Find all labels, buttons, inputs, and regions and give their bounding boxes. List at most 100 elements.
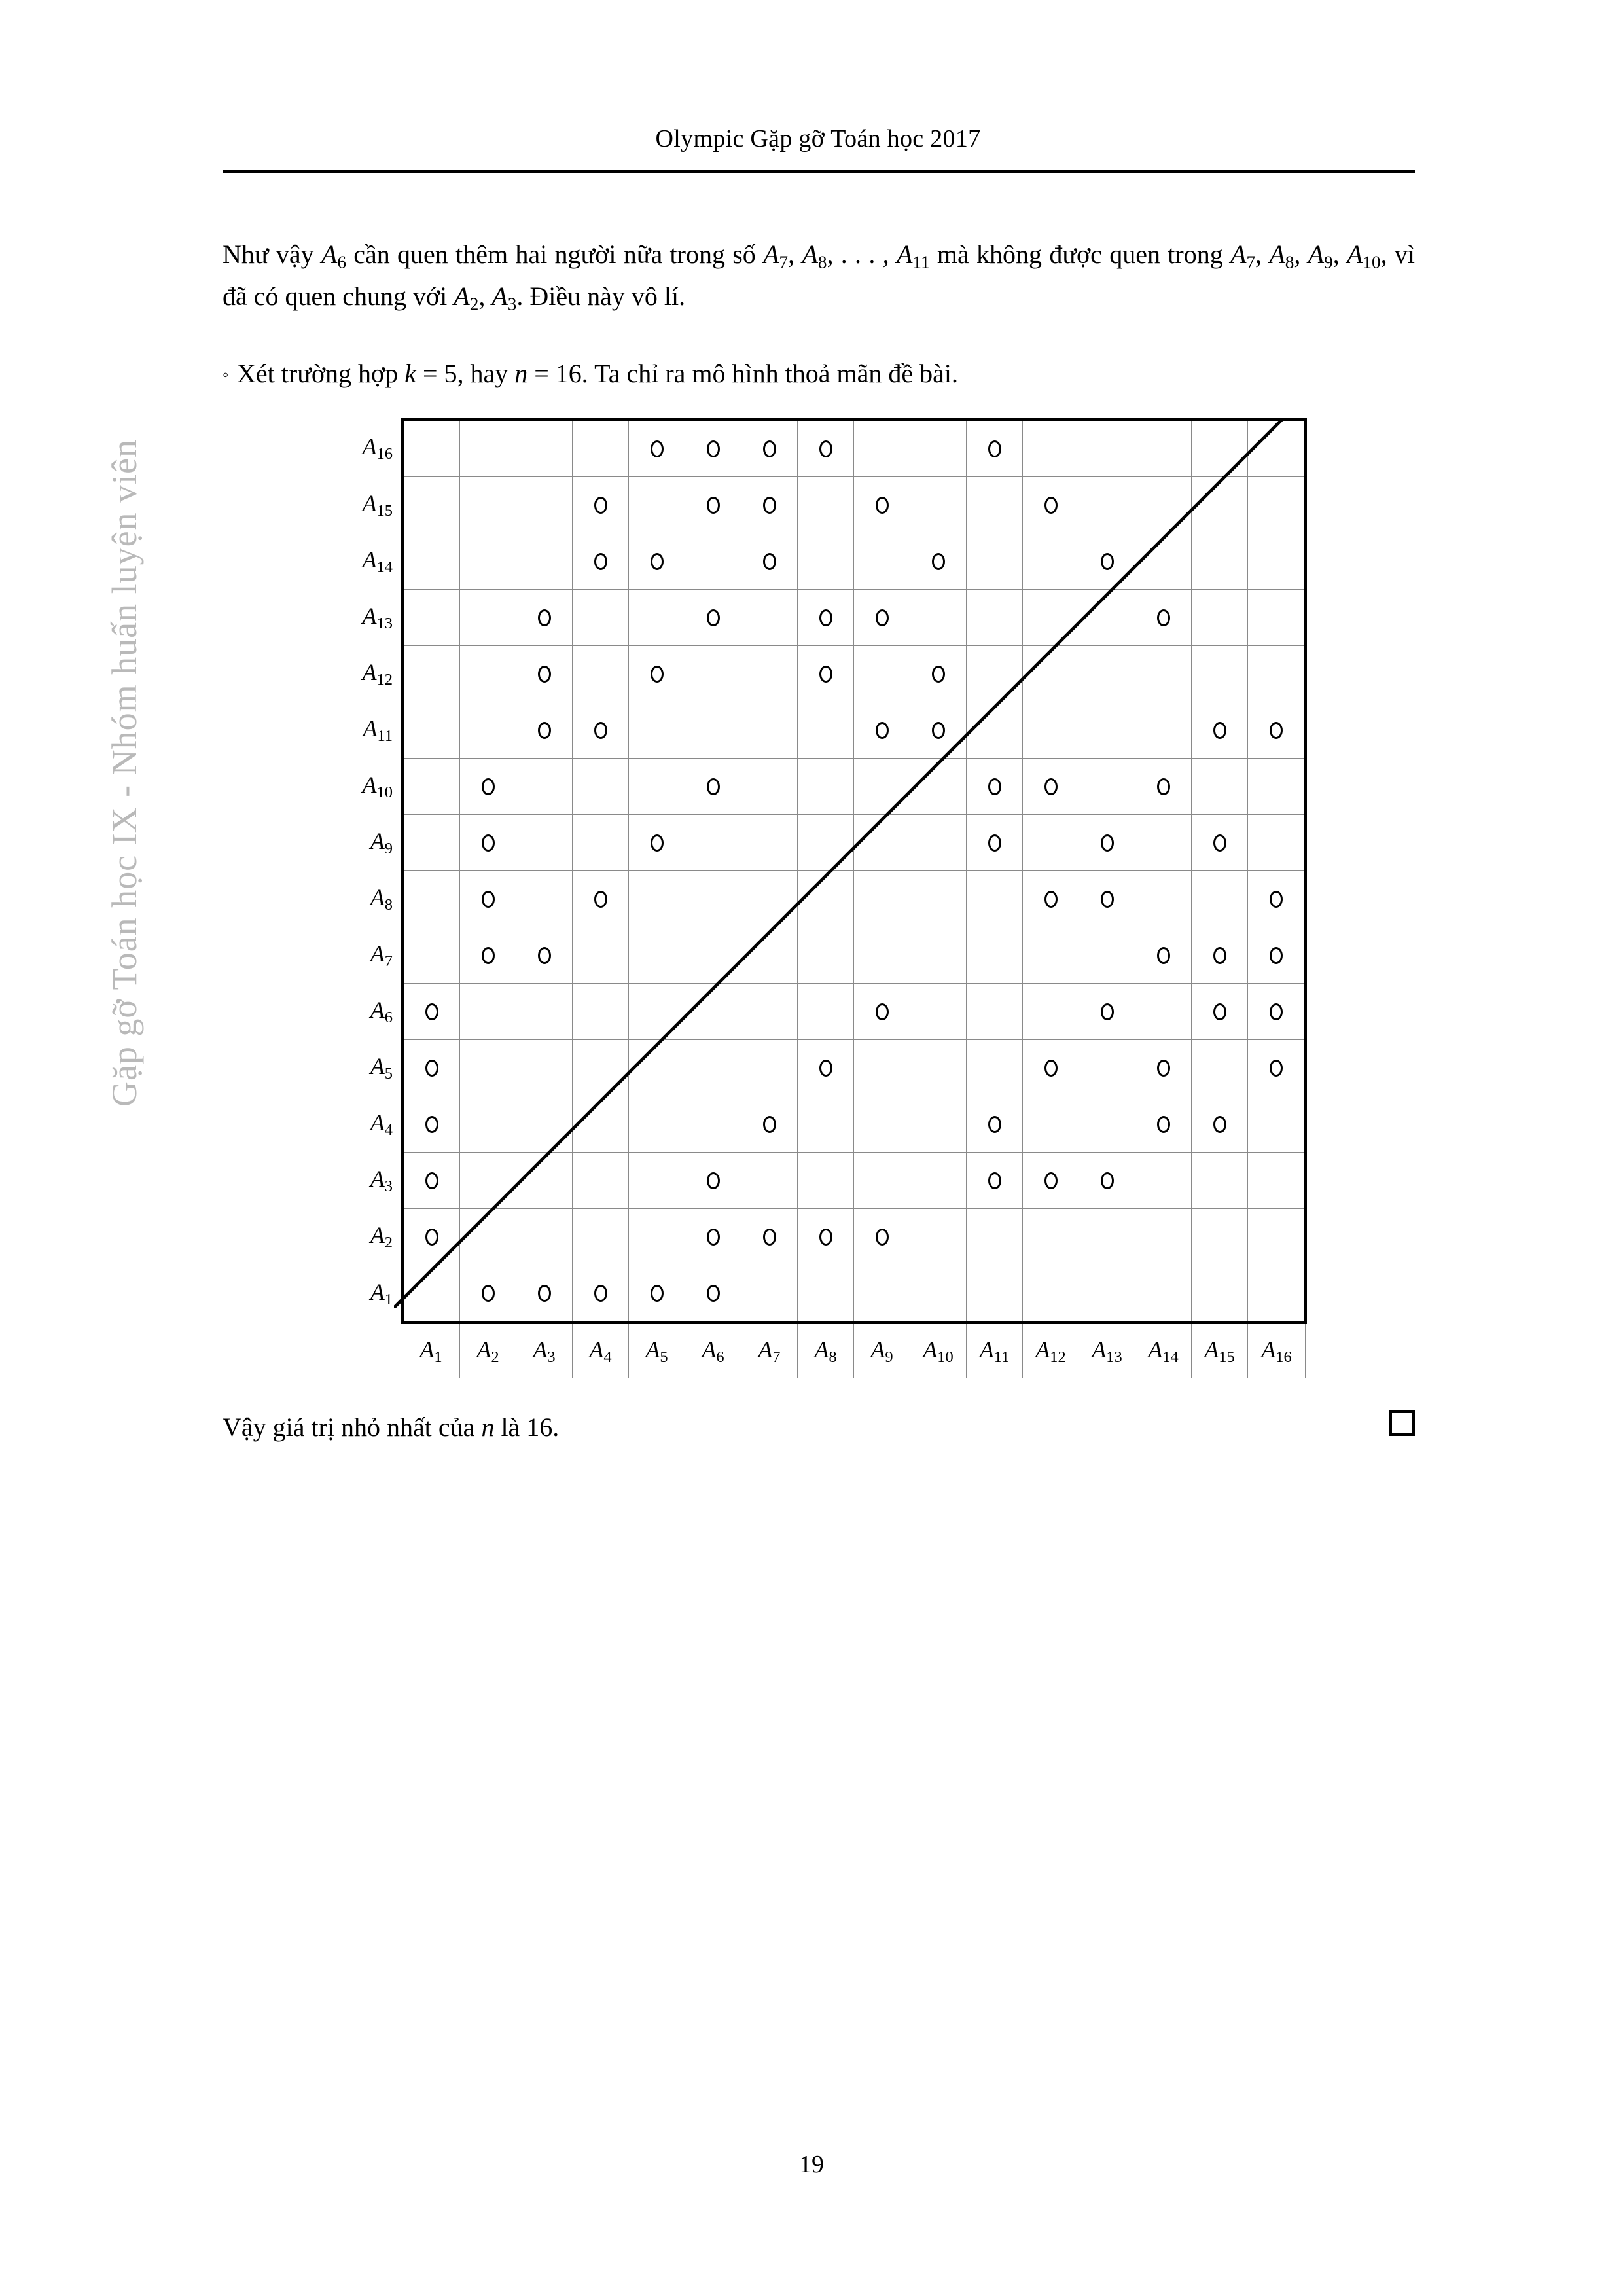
matrix-cell-marked[interactable]	[741, 476, 798, 533]
matrix-cell-empty[interactable]	[401, 927, 460, 984]
matrix-cell-empty[interactable]	[459, 1096, 516, 1153]
matrix-cell-empty[interactable]	[572, 1152, 629, 1209]
matrix-cell-empty[interactable]	[516, 1096, 573, 1153]
matrix-cell-empty[interactable]	[1022, 983, 1079, 1040]
matrix-cell-empty[interactable]	[1022, 418, 1079, 477]
matrix-cell-empty[interactable]	[1079, 476, 1135, 533]
matrix-cell-empty[interactable]	[797, 927, 854, 984]
matrix-cell-empty[interactable]	[853, 1096, 910, 1153]
matrix-cell-empty[interactable]	[797, 1265, 854, 1324]
matrix-cell-marked[interactable]	[1022, 758, 1079, 815]
matrix-cell-empty[interactable]	[1191, 476, 1248, 533]
matrix-cell-empty[interactable]	[1079, 1096, 1135, 1153]
matrix-cell-empty[interactable]	[797, 476, 854, 533]
matrix-cell-marked[interactable]	[628, 533, 685, 590]
matrix-cell-empty[interactable]	[741, 870, 798, 927]
matrix-cell-empty[interactable]	[401, 1265, 460, 1324]
matrix-cell-empty[interactable]	[741, 702, 798, 759]
matrix-cell-empty[interactable]	[685, 927, 741, 984]
matrix-cell-empty[interactable]	[910, 870, 967, 927]
matrix-cell-empty[interactable]	[853, 418, 910, 477]
matrix-cell-marked[interactable]	[853, 476, 910, 533]
matrix-cell-empty[interactable]	[741, 1039, 798, 1096]
matrix-cell-empty[interactable]	[516, 476, 573, 533]
matrix-cell-empty[interactable]	[966, 870, 1023, 927]
matrix-cell-empty[interactable]	[966, 927, 1023, 984]
matrix-cell-empty[interactable]	[628, 1208, 685, 1265]
matrix-cell-empty[interactable]	[401, 758, 460, 815]
matrix-cell-marked[interactable]	[853, 1208, 910, 1265]
matrix-cell-empty[interactable]	[401, 870, 460, 927]
matrix-cell-empty[interactable]	[797, 1096, 854, 1153]
matrix-cell-marked[interactable]	[628, 418, 685, 477]
matrix-cell-empty[interactable]	[1079, 1265, 1135, 1324]
matrix-cell-empty[interactable]	[1191, 645, 1248, 702]
matrix-cell-marked[interactable]	[1191, 1096, 1248, 1153]
matrix-cell-empty[interactable]	[1247, 476, 1307, 533]
matrix-cell-empty[interactable]	[459, 645, 516, 702]
matrix-cell-empty[interactable]	[797, 1152, 854, 1209]
matrix-cell-empty[interactable]	[741, 589, 798, 646]
matrix-cell-empty[interactable]	[1247, 1152, 1307, 1209]
matrix-cell-marked[interactable]	[966, 418, 1023, 477]
matrix-cell-marked[interactable]	[741, 1096, 798, 1153]
matrix-cell-empty[interactable]	[1135, 1265, 1192, 1324]
matrix-cell-empty[interactable]	[853, 758, 910, 815]
matrix-cell-marked[interactable]	[685, 1208, 741, 1265]
matrix-cell-marked[interactable]	[628, 814, 685, 871]
matrix-cell-empty[interactable]	[628, 927, 685, 984]
matrix-cell-empty[interactable]	[459, 1152, 516, 1209]
matrix-cell-empty[interactable]	[853, 870, 910, 927]
matrix-cell-marked[interactable]	[516, 1265, 573, 1324]
matrix-cell-empty[interactable]	[910, 1096, 967, 1153]
matrix-cell-marked[interactable]	[966, 1096, 1023, 1153]
matrix-cell-empty[interactable]	[401, 418, 460, 477]
matrix-cell-empty[interactable]	[1191, 418, 1248, 477]
matrix-cell-marked[interactable]	[572, 476, 629, 533]
matrix-cell-empty[interactable]	[459, 476, 516, 533]
matrix-cell-empty[interactable]	[1135, 533, 1192, 590]
matrix-cell-empty[interactable]	[572, 645, 629, 702]
matrix-cell-marked[interactable]	[516, 645, 573, 702]
matrix-cell-empty[interactable]	[910, 418, 967, 477]
matrix-cell-empty[interactable]	[1191, 1039, 1248, 1096]
matrix-cell-marked[interactable]	[1247, 870, 1307, 927]
matrix-cell-empty[interactable]	[1022, 533, 1079, 590]
matrix-cell-empty[interactable]	[1135, 1152, 1192, 1209]
matrix-cell-empty[interactable]	[797, 870, 854, 927]
matrix-cell-empty[interactable]	[797, 533, 854, 590]
matrix-cell-marked[interactable]	[797, 1039, 854, 1096]
matrix-cell-empty[interactable]	[1191, 1152, 1248, 1209]
matrix-cell-empty[interactable]	[1135, 983, 1192, 1040]
matrix-cell-marked[interactable]	[741, 1208, 798, 1265]
matrix-cell-marked[interactable]	[1079, 533, 1135, 590]
matrix-cell-marked[interactable]	[401, 1096, 460, 1153]
matrix-cell-empty[interactable]	[1079, 645, 1135, 702]
matrix-cell-empty[interactable]	[685, 645, 741, 702]
matrix-cell-marked[interactable]	[1022, 1039, 1079, 1096]
matrix-cell-empty[interactable]	[685, 1096, 741, 1153]
matrix-cell-empty[interactable]	[741, 927, 798, 984]
matrix-cell-empty[interactable]	[741, 1265, 798, 1324]
matrix-cell-empty[interactable]	[966, 702, 1023, 759]
matrix-cell-marked[interactable]	[459, 1265, 516, 1324]
matrix-cell-empty[interactable]	[1022, 1208, 1079, 1265]
matrix-cell-empty[interactable]	[628, 476, 685, 533]
matrix-cell-empty[interactable]	[628, 1039, 685, 1096]
matrix-cell-marked[interactable]	[685, 418, 741, 477]
matrix-cell-marked[interactable]	[741, 418, 798, 477]
matrix-cell-empty[interactable]	[741, 814, 798, 871]
matrix-cell-empty[interactable]	[966, 1265, 1023, 1324]
matrix-cell-empty[interactable]	[1191, 589, 1248, 646]
matrix-cell-empty[interactable]	[572, 814, 629, 871]
matrix-cell-marked[interactable]	[516, 702, 573, 759]
matrix-cell-empty[interactable]	[1022, 1096, 1079, 1153]
matrix-cell-marked[interactable]	[853, 589, 910, 646]
matrix-cell-marked[interactable]	[685, 1265, 741, 1324]
matrix-cell-empty[interactable]	[853, 533, 910, 590]
matrix-cell-empty[interactable]	[1079, 589, 1135, 646]
matrix-cell-empty[interactable]	[1247, 589, 1307, 646]
matrix-cell-empty[interactable]	[741, 983, 798, 1040]
matrix-cell-marked[interactable]	[572, 1265, 629, 1324]
matrix-cell-empty[interactable]	[853, 814, 910, 871]
